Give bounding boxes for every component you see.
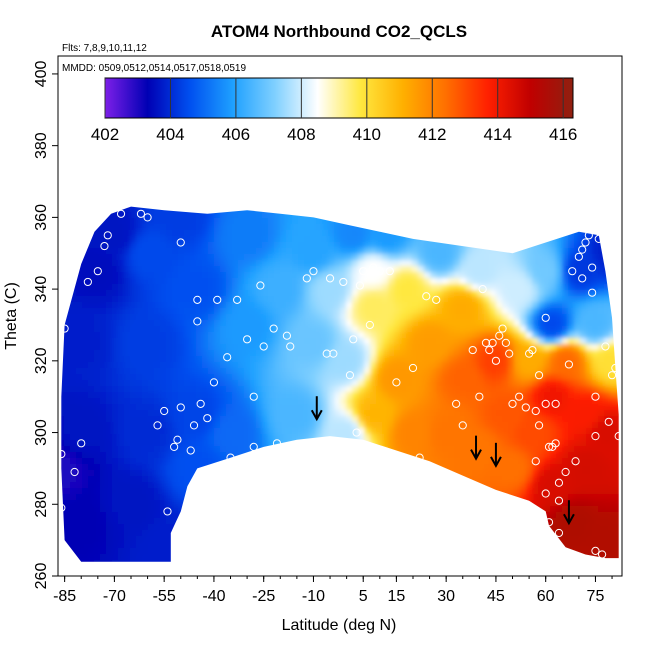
colorbar-gradient bbox=[105, 78, 573, 118]
colorbar-tick-label: 402 bbox=[91, 125, 119, 144]
x-tick-label: -25 bbox=[252, 588, 275, 605]
y-tick-label: 400 bbox=[33, 60, 50, 87]
x-axis-label: Latitude (deg N) bbox=[282, 617, 397, 634]
colorbar: 402 404 406 408 410 412 414 416 bbox=[91, 78, 578, 144]
colorbar-tick-label: 410 bbox=[353, 125, 381, 144]
observation-point bbox=[197, 519, 204, 526]
annotation-flights: Flts: 7,8,9,10,11,12 bbox=[62, 43, 147, 54]
y-axis-label: Theta (C) bbox=[3, 282, 20, 350]
x-tick-label: 75 bbox=[587, 588, 605, 605]
chart-title: ATOM4 Northbound CO2_QCLS bbox=[211, 22, 467, 41]
colorbar-tick-label: 416 bbox=[549, 125, 577, 144]
x-tick-label: 15 bbox=[388, 588, 406, 605]
x-tick-label: 45 bbox=[487, 588, 505, 605]
observation-point bbox=[293, 468, 300, 475]
x-tick-label: -55 bbox=[153, 588, 176, 605]
x-tick-label: -10 bbox=[302, 588, 325, 605]
observation-point bbox=[210, 465, 217, 472]
x-tick-label: 30 bbox=[437, 588, 455, 605]
x-tick-label: -70 bbox=[103, 588, 126, 605]
annotation-mmdd: MMDD: 0509,0512,0514,0517,0518,0519 bbox=[62, 63, 246, 74]
field-layer bbox=[58, 56, 623, 579]
x-tick-label: 60 bbox=[537, 588, 555, 605]
x-tick-label: -40 bbox=[202, 588, 225, 605]
y-tick-label: 320 bbox=[33, 347, 50, 374]
colorbar-tick-label: 408 bbox=[287, 125, 315, 144]
y-tick-label: 340 bbox=[33, 276, 50, 303]
y-tick-label: 300 bbox=[33, 419, 50, 446]
colorbar-tick-label: 414 bbox=[484, 125, 512, 144]
colorbar-tick-label: 406 bbox=[222, 125, 250, 144]
observation-point bbox=[559, 547, 566, 554]
x-tick-label: -85 bbox=[53, 588, 76, 605]
colorbar-tick-label: 412 bbox=[418, 125, 446, 144]
y-tick-label: 260 bbox=[33, 563, 50, 590]
x-tick-label: 5 bbox=[359, 588, 368, 605]
observation-point bbox=[555, 554, 562, 561]
colorbar-tick-label: 404 bbox=[156, 125, 184, 144]
x-axis: -85 -70 -55 -40 -25 -10 5 15 30 45 60 75 bbox=[53, 576, 612, 605]
y-tick-label: 380 bbox=[33, 132, 50, 159]
y-tick-label: 360 bbox=[33, 204, 50, 231]
y-tick-label: 280 bbox=[33, 491, 50, 518]
y-axis: 260 280 300 320 340 360 380 400 bbox=[33, 60, 58, 589]
